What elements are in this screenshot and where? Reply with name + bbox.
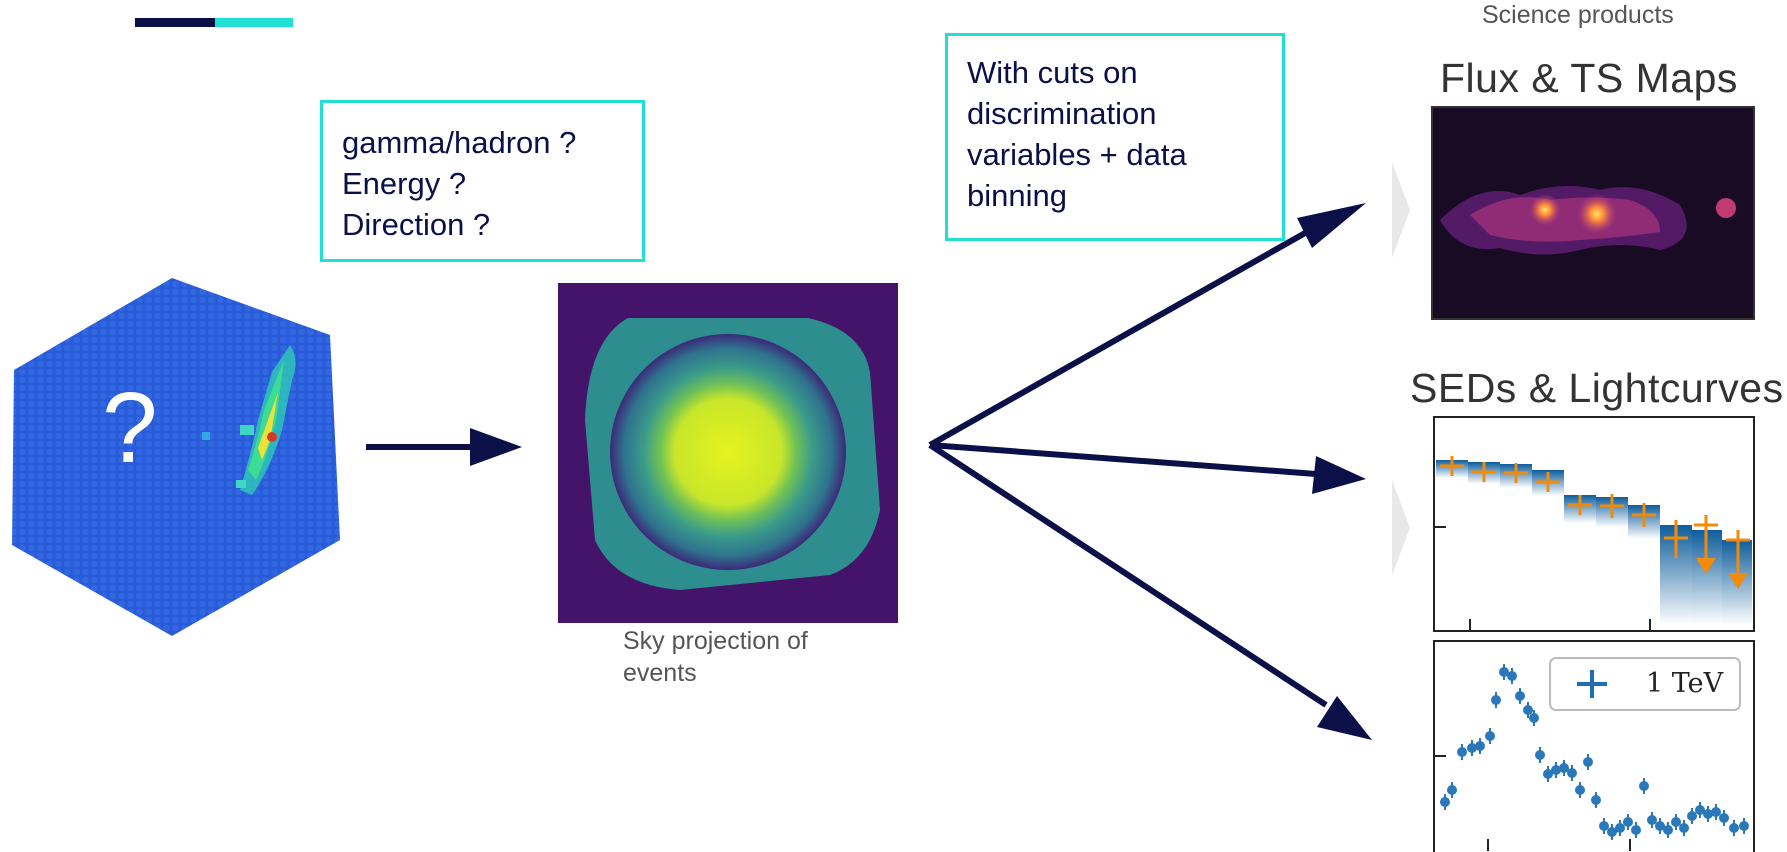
science-products-label: Science products [1482, 1, 1674, 29]
lightcurve-plot [1433, 640, 1755, 852]
arrows-to-products [928, 203, 1372, 740]
questions-box: gamma/hadron ? Energy ? Direction ? [320, 100, 645, 262]
lightcurve-legend-box [1549, 657, 1741, 711]
sky-caption-line: Sky projection of [623, 627, 808, 655]
question-line: Energy ? [342, 166, 467, 201]
flux-ts-maps-title: Flux & TS Maps [1440, 55, 1738, 101]
camera-question-mark: ? [102, 372, 158, 484]
sky-caption-line: events [623, 659, 697, 687]
cuts-box: With cuts on discrimination variables + … [945, 33, 1285, 241]
accent-bar-dark [135, 18, 215, 27]
sed-points [1440, 456, 1750, 589]
lightcurve-legend-label: 1 TeV [1646, 668, 1724, 699]
cuts-line: With cuts on [967, 55, 1138, 90]
flux-map-image [1392, 106, 1755, 320]
cuts-line: variables + data [967, 137, 1187, 172]
seds-lightcurves-title: SEDs & Lightcurves [1410, 365, 1784, 411]
question-line: gamma/hadron ? [342, 125, 577, 160]
cuts-line: discrimination [967, 96, 1157, 131]
sky-caption: Sky projection of events [623, 625, 883, 689]
question-line: Direction ? [342, 207, 491, 242]
sed-bands [1436, 460, 1752, 625]
lightcurve-points [1440, 664, 1749, 840]
camera-hexagon [12, 278, 340, 636]
sky-projection-image [558, 283, 898, 623]
arrow-camera-to-sky [366, 428, 522, 466]
camera-image [12, 278, 340, 636]
cuts-line: binning [967, 178, 1067, 213]
shower-track [202, 345, 296, 495]
accent-bar-cyan [215, 18, 293, 27]
sed-plot [1392, 416, 1755, 632]
